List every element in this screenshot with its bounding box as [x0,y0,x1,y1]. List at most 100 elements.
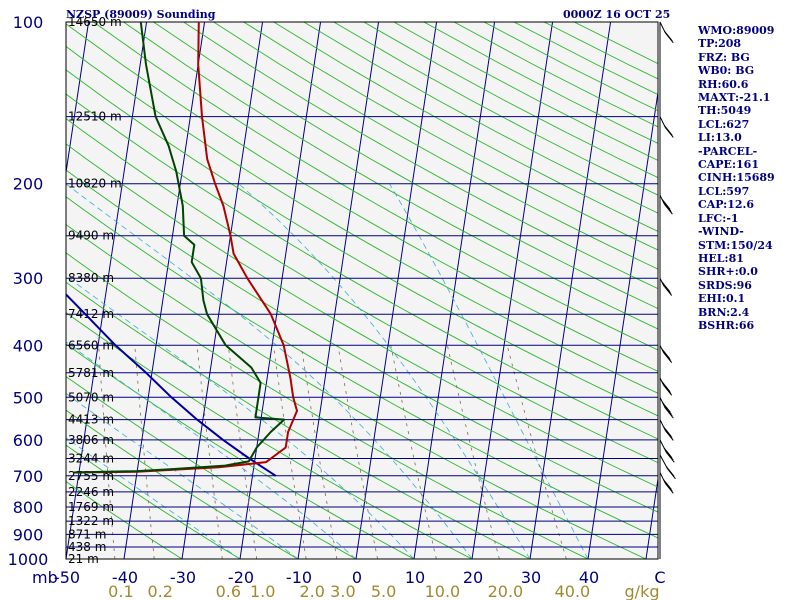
isotherm-line [239,22,322,559]
wind-barb [659,419,674,441]
stat-line: CINH:15689 [698,171,775,185]
sounding-traces [66,22,298,477]
stat-line: MAXT:-21.1 [698,91,771,105]
height-label: 4413 m [68,413,114,427]
height-label: 1769 m [68,500,114,514]
pressure-tick-label: 200 [13,175,44,194]
mixing-ratio-tick-label: 0.1 [108,582,133,600]
temperature-tick-label: 40 [579,568,599,587]
stat-line: SHR+:0.0 [698,265,758,279]
stat-line: BRN:2.4 [698,305,750,319]
wind-barb [659,454,676,480]
temperature-tick-label: -30 [170,568,196,587]
temperature-tick-label: -50 [54,568,80,587]
pressure-tick-label: 600 [13,431,44,450]
mixing-ratio-tick-label: 40.0 [555,582,591,600]
height-label: 8380 m [68,271,114,285]
chart-time: 0000Z 16 OCT 25 [563,8,671,21]
stat-line: EHI:0.1 [698,292,746,306]
height-label: 1322 m [68,514,114,528]
chart-title: NZSP (89009) Sounding [66,8,216,21]
stat-line: LCL:627 [698,117,750,131]
stat-line: BSHR:66 [698,318,755,332]
stats-panel: WMO:89009 TP:208 FRZ: BG WB0: BG RH:60.6 MAXT… [698,24,775,332]
mixing-ratio-tick-label: 20.0 [488,582,524,600]
wind-barb [659,21,674,44]
height-label: 3806 m [68,433,114,447]
mixing-ratio-unit-label: g/kg [625,582,660,600]
temperature-tick-label: 0 [352,568,362,587]
pressure-tick-label: 500 [13,388,44,407]
mixing-ratio-tick-label: 3.0 [330,582,355,600]
height-label: 6560 m [68,338,114,352]
height-label: 438 m [68,540,106,554]
isotherm-line [471,22,554,559]
stat-line: -PARCEL- [698,144,758,158]
stat-line: LI:13.0 [698,131,742,145]
temperature-tick-label: -40 [112,568,138,587]
isotherm-line [297,22,380,559]
isotherm-line [355,22,438,559]
isotherm-line [66,22,148,559]
temperature-tick-label: -10 [286,568,312,587]
wind-barb [659,194,673,215]
stat-line: CAP:12.6 [698,198,755,212]
pressure-tick-label: 400 [13,336,44,355]
stat-line: WB0: BG [698,64,755,78]
height-label: 5781 m [68,366,114,380]
wind-barbs [659,21,676,559]
pressure-unit-label: mb [32,568,58,587]
isotherm-line [66,22,90,176]
wind-barb [659,397,674,419]
parcel-trace [66,293,277,477]
pressure-tick-label: 300 [13,269,44,288]
plot-frame [65,21,659,560]
wind-barb [659,472,674,494]
height-label: 14650 m [68,15,122,29]
stat-line: LFC:-1 [698,211,739,225]
stat-line: SRDS:96 [698,278,752,292]
mixing-ratio-tick-label: 0.6 [216,582,241,600]
stat-line: TP:208 [698,37,742,51]
height-label: 9490 m [68,229,114,243]
wind-barb [659,277,673,296]
mixing-ratio-tick-label: 2.0 [299,582,324,600]
pressure-tick-label: 800 [13,498,44,517]
pressure-tick-label: 700 [13,467,44,486]
wind-barb [659,439,675,463]
height-label: 3244 m [68,452,114,466]
stat-line: STM:150/24 [698,238,773,252]
dewpoint-trace [73,22,286,474]
stat-line: FRZ: BG [698,50,750,64]
height-label: 7412 m [68,307,114,321]
temperature-tick-label: 20 [463,568,483,587]
mixing-ratio-tick-label: 5.0 [371,582,396,600]
wind-barb [659,377,673,396]
wind-barb [659,116,674,138]
height-label: 21 m [68,552,99,566]
wind-barb [659,345,673,364]
pressure-tick-label: 900 [13,525,44,544]
pressure-tick-label: 100 [13,13,44,32]
stat-line: WMO:89009 [698,24,775,37]
isotherm-line [413,22,496,559]
isotherm-line [529,22,612,559]
temperature-unit-label: C [654,568,665,587]
stat-line: -WIND- [698,225,744,239]
stat-line: CAPE:161 [698,158,759,172]
temperature-tick-label: -20 [228,568,254,587]
stat-line: TH:5049 [698,104,752,118]
temperature-tick-label: 30 [521,568,541,587]
stat-line: HEL:81 [698,251,744,265]
mixing-ratio-tick-label: 10.0 [425,582,461,600]
pressure-tick-label: 1000 [8,550,49,569]
stat-line: RH:60.6 [698,77,749,91]
height-label: 12510 m [68,110,122,124]
height-label: 871 m [68,527,106,541]
isotherm-line [587,88,658,559]
height-label: 5070 m [68,390,114,404]
mixing-ratio-tick-label: 0.2 [147,582,172,600]
height-label: 10820 m [68,177,122,191]
